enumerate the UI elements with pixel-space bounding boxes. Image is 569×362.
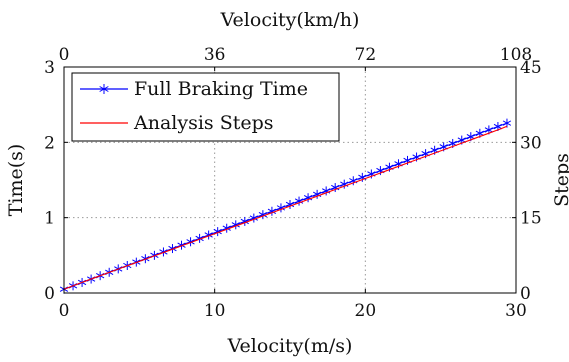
legend-label-analysis-steps: Analysis Steps (133, 112, 274, 134)
y-tick-label: 2 (44, 133, 55, 153)
y2-tick-label: 0 (520, 284, 531, 304)
data-point (294, 196, 304, 206)
x-tick-label: 0 (59, 301, 70, 321)
data-point (312, 189, 322, 199)
x-tick-label: 10 (204, 301, 226, 321)
data-point (249, 213, 258, 223)
x2-tick-label: 0 (59, 45, 70, 65)
y-tick-label: 1 (44, 209, 55, 229)
data-point (303, 193, 313, 203)
x-tick-label: 20 (355, 301, 377, 321)
legend-box (71, 72, 340, 142)
plot-area (59, 118, 512, 294)
plot-frame (63, 66, 517, 294)
data-point (240, 216, 249, 226)
data-point (267, 206, 277, 216)
x2-tick-label: 72 (355, 45, 377, 65)
legend-label-full-braking-time: Full Braking Time (134, 78, 308, 100)
data-point (276, 203, 286, 213)
x2-tick-label: 108 (500, 45, 532, 65)
y-tick-label: 3 (44, 58, 55, 78)
legend: Full Braking Time Analysis Steps (71, 72, 340, 142)
y2-axis-title: Steps (551, 153, 569, 207)
grid (64, 67, 516, 293)
x2-tick-label: 36 (204, 45, 226, 65)
y2-tick-label: 45 (520, 58, 542, 78)
y-tick-label: 0 (44, 284, 55, 304)
series-line-analysis-steps (63, 125, 508, 290)
legend-asterisk (99, 84, 109, 94)
data-point (258, 210, 268, 220)
data-point (231, 220, 240, 230)
y2-tick-label: 30 (520, 133, 542, 153)
legend-marker-full-braking-time (99, 84, 109, 94)
y-axis-title: Time(s) (5, 144, 27, 217)
x2-axis-title: Velocity(km/h) (220, 9, 360, 31)
y2-tick-label: 15 (520, 209, 542, 229)
x-axis-title: Velocity(m/s) (227, 335, 353, 357)
data-point (502, 118, 512, 128)
x-tick-label: 30 (505, 301, 527, 321)
data-point (285, 199, 295, 209)
